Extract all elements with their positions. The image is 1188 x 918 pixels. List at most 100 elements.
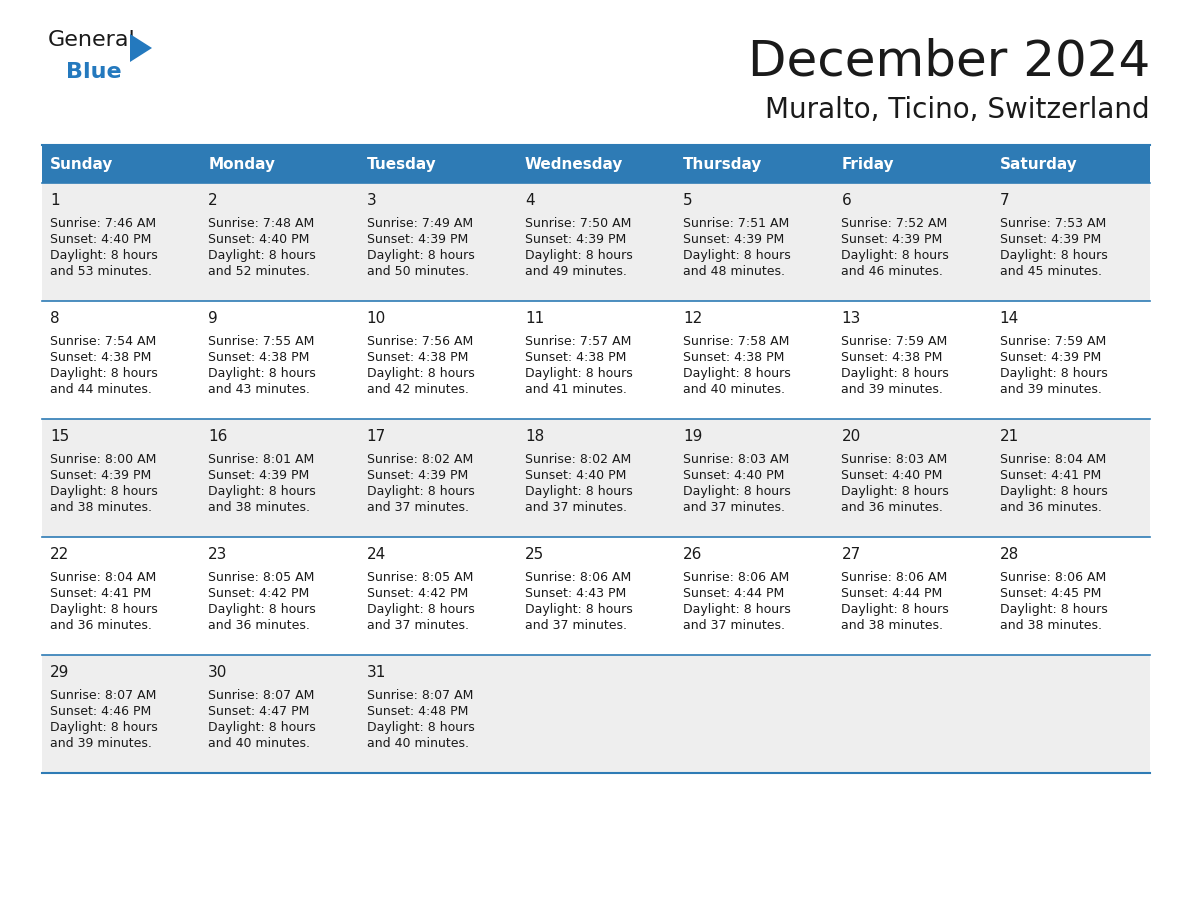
Text: Sunrise: 8:05 AM: Sunrise: 8:05 AM [367,571,473,584]
Text: 8: 8 [50,311,59,326]
Bar [992,145,1150,183]
Text: Sunrise: 7:51 AM: Sunrise: 7:51 AM [683,217,789,230]
Text: Wednesday: Wednesday [525,156,624,172]
Text: Sunrise: 8:04 AM: Sunrise: 8:04 AM [50,571,157,584]
Text: Sunset: 4:38 PM: Sunset: 4:38 PM [208,351,310,364]
Text: Sunrise: 7:53 AM: Sunrise: 7:53 AM [1000,217,1106,230]
Text: Blue: Blue [67,62,121,82]
Text: Sunset: 4:40 PM: Sunset: 4:40 PM [683,469,784,482]
Text: Sunrise: 8:03 AM: Sunrise: 8:03 AM [683,453,789,466]
Text: Sunset: 4:42 PM: Sunset: 4:42 PM [208,587,310,600]
Text: Sunrise: 7:50 AM: Sunrise: 7:50 AM [525,217,631,230]
Text: and 40 minutes.: and 40 minutes. [208,737,310,750]
Text: Daylight: 8 hours: Daylight: 8 hours [525,485,632,498]
Text: Sunset: 4:38 PM: Sunset: 4:38 PM [50,351,151,364]
Text: and 48 minutes.: and 48 minutes. [683,265,785,278]
Text: Sunset: 4:45 PM: Sunset: 4:45 PM [1000,587,1101,600]
Text: 13: 13 [841,311,861,326]
Bar [42,537,1150,655]
Text: and 42 minutes.: and 42 minutes. [367,383,468,396]
Text: 26: 26 [683,547,702,562]
Text: 24: 24 [367,547,386,562]
Text: 1: 1 [50,193,59,208]
Text: Daylight: 8 hours: Daylight: 8 hours [367,603,474,616]
Text: 12: 12 [683,311,702,326]
Text: Daylight: 8 hours: Daylight: 8 hours [50,721,158,734]
Text: Daylight: 8 hours: Daylight: 8 hours [683,367,791,380]
Text: Muralto, Ticino, Switzerland: Muralto, Ticino, Switzerland [765,96,1150,124]
Text: and 43 minutes.: and 43 minutes. [208,383,310,396]
Text: 25: 25 [525,547,544,562]
Text: and 38 minutes.: and 38 minutes. [1000,619,1101,632]
Text: Sunrise: 8:07 AM: Sunrise: 8:07 AM [367,689,473,702]
Text: Sunrise: 7:58 AM: Sunrise: 7:58 AM [683,335,790,348]
Text: Friday: Friday [841,156,895,172]
Text: 15: 15 [50,429,69,444]
Text: Daylight: 8 hours: Daylight: 8 hours [841,367,949,380]
Text: General: General [48,30,135,50]
Text: Sunrise: 7:55 AM: Sunrise: 7:55 AM [208,335,315,348]
Bar [359,145,517,183]
Text: Daylight: 8 hours: Daylight: 8 hours [208,249,316,262]
Bar [42,419,1150,537]
Text: and 45 minutes.: and 45 minutes. [1000,265,1101,278]
Text: Sunset: 4:44 PM: Sunset: 4:44 PM [683,587,784,600]
Text: and 36 minutes.: and 36 minutes. [841,501,943,514]
Text: Sunrise: 7:52 AM: Sunrise: 7:52 AM [841,217,948,230]
Text: Sunset: 4:38 PM: Sunset: 4:38 PM [525,351,626,364]
Text: 18: 18 [525,429,544,444]
Text: and 37 minutes.: and 37 minutes. [367,501,468,514]
Text: Daylight: 8 hours: Daylight: 8 hours [208,367,316,380]
Bar [42,655,1150,773]
Text: Daylight: 8 hours: Daylight: 8 hours [367,367,474,380]
Text: 27: 27 [841,547,860,562]
Text: Daylight: 8 hours: Daylight: 8 hours [208,721,316,734]
Bar [42,145,201,183]
Text: and 39 minutes.: and 39 minutes. [841,383,943,396]
Text: Sunrise: 8:05 AM: Sunrise: 8:05 AM [208,571,315,584]
Text: Daylight: 8 hours: Daylight: 8 hours [367,249,474,262]
Text: Sunset: 4:39 PM: Sunset: 4:39 PM [841,233,943,246]
Text: Sunset: 4:47 PM: Sunset: 4:47 PM [208,705,310,718]
Text: Sunset: 4:38 PM: Sunset: 4:38 PM [841,351,943,364]
Text: Daylight: 8 hours: Daylight: 8 hours [50,603,158,616]
Text: Sunset: 4:40 PM: Sunset: 4:40 PM [841,469,943,482]
Text: Sunset: 4:41 PM: Sunset: 4:41 PM [1000,469,1101,482]
Text: 21: 21 [1000,429,1019,444]
Text: 31: 31 [367,665,386,680]
Text: Daylight: 8 hours: Daylight: 8 hours [1000,249,1107,262]
Text: Daylight: 8 hours: Daylight: 8 hours [683,603,791,616]
Text: and 38 minutes.: and 38 minutes. [208,501,310,514]
Bar [42,301,1150,419]
Text: Sunrise: 8:01 AM: Sunrise: 8:01 AM [208,453,315,466]
Text: Sunset: 4:40 PM: Sunset: 4:40 PM [50,233,151,246]
Text: Sunrise: 7:59 AM: Sunrise: 7:59 AM [841,335,948,348]
Text: 9: 9 [208,311,219,326]
Text: Sunrise: 7:48 AM: Sunrise: 7:48 AM [208,217,315,230]
Text: 17: 17 [367,429,386,444]
Text: December 2024: December 2024 [747,38,1150,86]
Text: Daylight: 8 hours: Daylight: 8 hours [367,721,474,734]
Text: and 39 minutes.: and 39 minutes. [50,737,152,750]
Text: 7: 7 [1000,193,1010,208]
Text: Sunset: 4:39 PM: Sunset: 4:39 PM [367,233,468,246]
Text: 10: 10 [367,311,386,326]
Text: Sunset: 4:48 PM: Sunset: 4:48 PM [367,705,468,718]
Text: 14: 14 [1000,311,1019,326]
Text: and 37 minutes.: and 37 minutes. [525,619,627,632]
Text: and 36 minutes.: and 36 minutes. [1000,501,1101,514]
Text: and 37 minutes.: and 37 minutes. [525,501,627,514]
Text: Sunday: Sunday [50,156,113,172]
Text: Daylight: 8 hours: Daylight: 8 hours [525,603,632,616]
Text: Sunset: 4:39 PM: Sunset: 4:39 PM [1000,233,1101,246]
Text: Sunset: 4:44 PM: Sunset: 4:44 PM [841,587,943,600]
Text: Daylight: 8 hours: Daylight: 8 hours [208,603,316,616]
Text: Sunset: 4:39 PM: Sunset: 4:39 PM [208,469,310,482]
Text: Sunrise: 8:06 AM: Sunrise: 8:06 AM [841,571,948,584]
Bar [675,145,834,183]
Text: Sunset: 4:39 PM: Sunset: 4:39 PM [1000,351,1101,364]
Text: Sunset: 4:39 PM: Sunset: 4:39 PM [50,469,151,482]
Text: Sunset: 4:43 PM: Sunset: 4:43 PM [525,587,626,600]
Text: Sunrise: 7:57 AM: Sunrise: 7:57 AM [525,335,631,348]
Text: Sunset: 4:39 PM: Sunset: 4:39 PM [367,469,468,482]
